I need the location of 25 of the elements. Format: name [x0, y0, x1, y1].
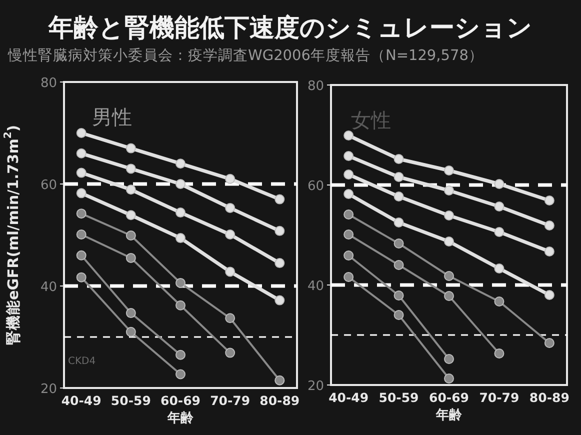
chart-title: 年齢と腎機能低下速度のシミュレーション: [48, 13, 532, 42]
y-tick-label: 40: [40, 280, 57, 295]
x-tick-label: 60-69: [429, 390, 469, 405]
x-axis-title: 年齢: [435, 408, 463, 423]
x-tick-label: 80-89: [260, 393, 300, 408]
y-tick-label: 80: [307, 79, 324, 94]
x-tick-label: 50-59: [110, 393, 151, 408]
y-tick-label: 60: [40, 178, 57, 193]
x-tick-label: 40-49: [328, 390, 369, 405]
y-tick-label: 20: [307, 379, 324, 394]
y-tick-label: 80: [40, 76, 57, 91]
x-axis-title: 年齢: [166, 411, 194, 426]
chart-subtitle: 慢性腎臓病対策小委員会：疫学調査WG2006年度報告（N=129,578）: [7, 47, 484, 64]
x-tick-label: 70-79: [210, 393, 250, 408]
x-tick-label: 70-79: [479, 390, 520, 405]
y-tick-label: 40: [307, 279, 324, 294]
annotation: CKD4: [68, 356, 96, 367]
x-tick-label: 50-59: [378, 390, 419, 405]
x-tick-label: 60-69: [160, 393, 200, 408]
y-tick-label: 60: [307, 179, 324, 194]
annotation: 男性: [92, 105, 132, 129]
x-tick-label: 40-49: [61, 393, 102, 408]
y-tick-label: 20: [40, 382, 57, 397]
x-tick-label: 80-89: [529, 390, 570, 405]
annotation: 女性: [351, 108, 391, 132]
